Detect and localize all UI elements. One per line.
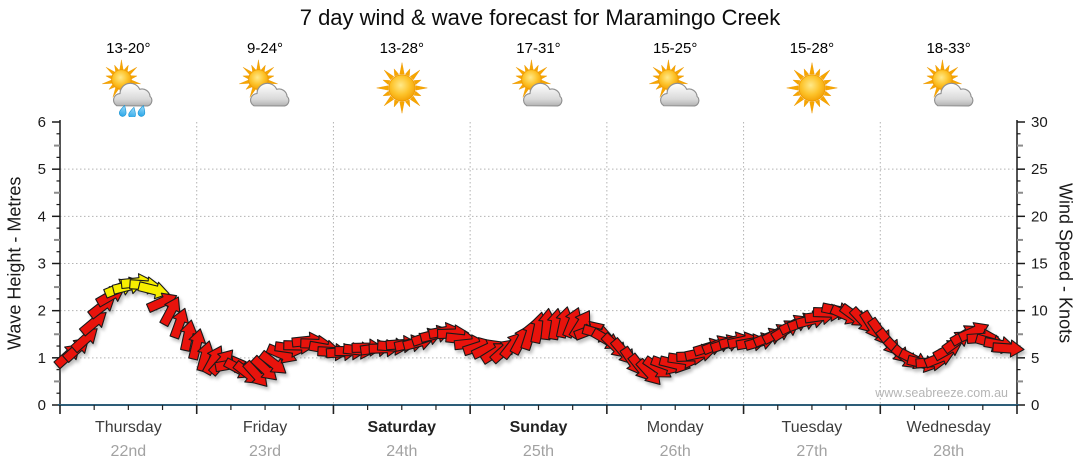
wind-arrow	[258, 349, 287, 374]
wave-height-tick-label: 0	[38, 397, 46, 414]
wind-arrow	[179, 319, 198, 352]
wind-speed-tick-label: 0	[1031, 397, 1039, 414]
wind-arrow	[137, 281, 170, 300]
sun-cloud-icon	[880, 57, 1017, 122]
wind-speed-axis-label: Wind Speed - Knots	[1055, 183, 1076, 344]
day-summary-friday: 9-24°	[197, 40, 334, 122]
x-tick-day-date: 25th	[522, 443, 555, 460]
wind-arrow	[169, 307, 189, 340]
wind-arrow	[159, 296, 181, 328]
wind-arrow	[992, 339, 1025, 358]
x-tick-day-date: 22nd	[110, 443, 147, 460]
wind-arrow-layer	[53, 273, 1025, 387]
day-summary-saturday: 13-28°	[333, 40, 470, 122]
x-tick-day-name: Wednesday	[906, 419, 991, 436]
wave-height-tick-label: 1	[38, 350, 46, 367]
wind-speed-tick-label: 30	[1031, 114, 1048, 131]
wave-height-tick-label: 5	[38, 161, 46, 178]
x-tick-day-date: 26th	[659, 443, 691, 460]
temperature-range: 13-28°	[379, 40, 424, 57]
temperature-range: 9-24°	[247, 40, 284, 57]
x-tick-day-date: 23rd	[249, 443, 282, 460]
x-tick-day-name: Saturday	[367, 419, 436, 436]
sun-cloud-icon	[470, 57, 607, 122]
x-tick-day-name: Sunday	[509, 419, 568, 436]
temperature-range: 13-20°	[106, 40, 151, 57]
wind-speed-tick-label: 10	[1031, 303, 1048, 320]
x-tick-day-date: 24th	[386, 443, 418, 460]
x-tick-day-date: 28th	[933, 443, 965, 460]
wind-speed-tick-label: 5	[1031, 350, 1039, 367]
temperature-range: 15-28°	[789, 40, 835, 57]
sun-cloud-icon	[197, 57, 334, 122]
x-tick-day-name: Monday	[646, 419, 704, 436]
sun-icon	[744, 57, 881, 122]
x-tick-day-name: Thursday	[95, 419, 162, 436]
day-summary-sunday: 17-31°	[470, 40, 607, 122]
x-tick-day-name: Tuesday	[781, 419, 843, 436]
wave-height-tick-label: 4	[38, 208, 46, 225]
day-summary-tuesday: 15-28°	[744, 40, 881, 122]
chart-title: 7 day wind & wave forecast for Maramingo…	[299, 5, 781, 30]
wave-height-tick-label: 6	[38, 114, 46, 131]
wind-arrow	[957, 322, 990, 343]
wind-arrow	[188, 328, 207, 361]
wind-speed-tick-label: 25	[1031, 161, 1048, 178]
temperature-range: 18-33°	[926, 40, 971, 57]
wind-speed-tick-label: 15	[1031, 256, 1048, 273]
wave-height-tick-label: 2	[38, 303, 46, 320]
watermark: www.seabreeze.com.au	[874, 386, 1008, 400]
sun-rain-icon	[60, 57, 197, 122]
wind-speed-tick-label: 20	[1031, 208, 1048, 225]
sun-icon	[333, 57, 470, 122]
wave-height-tick-label: 3	[38, 256, 46, 273]
x-tick-day-name: Friday	[242, 419, 288, 436]
temperature-range: 17-31°	[516, 40, 561, 57]
day-summary-wednesday: 18-33°	[880, 40, 1017, 122]
temperature-range: 15-25°	[653, 40, 698, 57]
x-tick-day-date: 27th	[796, 443, 828, 460]
day-summary-monday: 15-25°	[607, 40, 744, 122]
day-summary-thursday: 13-20°	[60, 40, 197, 122]
sun-cloud-icon	[607, 57, 744, 122]
